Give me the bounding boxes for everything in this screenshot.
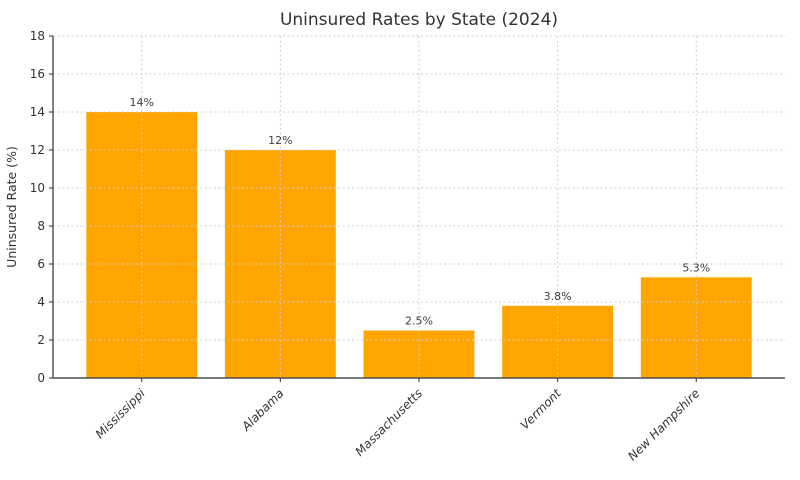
y-tick-label-16: 16: [30, 67, 45, 81]
x-tick-label-vermont: Vermont: [518, 385, 565, 432]
y-tick-label-2: 2: [37, 333, 45, 347]
bar-value-label-new-hampshire: 5.3%: [682, 261, 710, 274]
bar-value-label-alabama: 12%: [268, 134, 292, 147]
y-tick-label-8: 8: [37, 219, 45, 233]
y-tick-label-4: 4: [37, 295, 45, 309]
chart-title: Uninsured Rates by State (2024): [280, 10, 558, 30]
x-tick-label-new-hampshire: New Hampshire: [625, 386, 702, 463]
x-tick-label-mississippi: Mississippi: [93, 386, 149, 442]
y-tick-label-6: 6: [37, 257, 45, 271]
y-tick-label-18: 18: [30, 29, 45, 43]
x-tick-label-massachusetts: Massachusetts: [353, 386, 426, 459]
bar-value-label-vermont: 3.8%: [544, 290, 572, 303]
y-tick-label-12: 12: [30, 143, 45, 157]
y-tick-label-0: 0: [37, 371, 45, 385]
bar-value-label-massachusetts: 2.5%: [405, 315, 433, 328]
y-axis-label: Uninsured Rate (%): [4, 146, 19, 268]
x-tick-label-alabama: Alabama: [238, 386, 286, 434]
y-tick-label-10: 10: [30, 181, 45, 195]
plot-area: 0 2 4 6 8 10 12 14 16 18 Mississippi Alabama Massach…: [30, 29, 785, 463]
bar-value-label-mississippi: 14%: [129, 96, 153, 109]
y-tick-label-14: 14: [30, 105, 45, 119]
